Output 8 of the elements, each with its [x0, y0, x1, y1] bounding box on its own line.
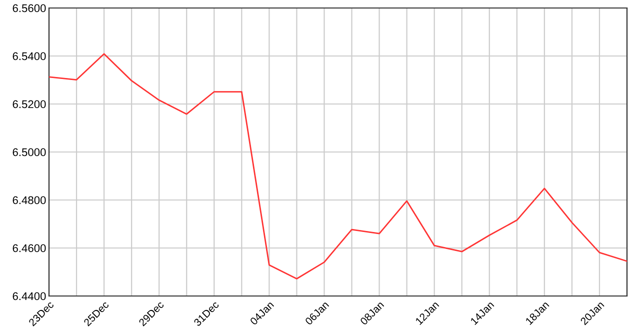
y-tick-label: 6.5600: [12, 4, 46, 12]
y-tick-label: 6.5200: [12, 100, 46, 108]
line-series: [49, 53, 627, 280]
y-tick-label: 6.5000: [12, 148, 46, 156]
y-tick-label: 6.4600: [12, 244, 46, 252]
y-tick-label: 6.4800: [12, 196, 46, 204]
y-tick-label: 6.4400: [12, 292, 46, 300]
y-tick-label: 6.5400: [12, 52, 46, 60]
